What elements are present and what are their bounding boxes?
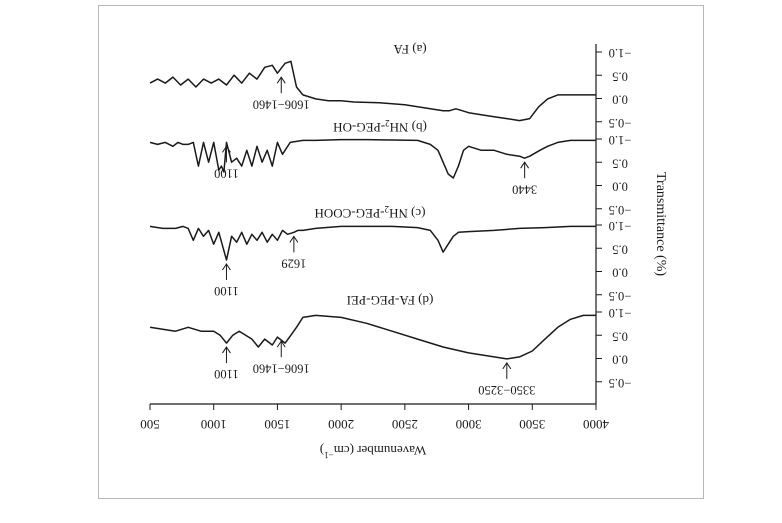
y-tick-label: 0.0: [612, 93, 628, 107]
y-tick-label: 0.5: [612, 156, 628, 170]
annotation-arrowhead: [502, 361, 512, 370]
annotation-arrowhead: [276, 340, 286, 348]
annotation-arrowhead: [520, 161, 530, 169]
annotation-label: 1100: [214, 367, 239, 381]
y-tick-label: −1.0: [609, 219, 632, 233]
annotation-label: 1606−1460: [253, 97, 310, 111]
x-tick-label: 3500: [519, 417, 545, 432]
annotation-label: 1100: [214, 284, 239, 298]
annotation-label: 1629: [281, 256, 306, 270]
figure-frame: [98, 5, 704, 499]
annotation-arrowhead: [276, 76, 286, 84]
x-axis-label: Wavenumber (cm−1): [320, 443, 426, 460]
series-line: [149, 314, 596, 360]
y-tick-label: −0.5: [609, 376, 632, 390]
x-tick-label: 1000: [201, 417, 227, 432]
x-tick-label: 2500: [392, 417, 418, 432]
y-tick-label: 0.5: [612, 242, 628, 256]
y-tick-label: −1.0: [609, 133, 632, 147]
y-tick-label: 0.5: [612, 69, 628, 83]
series-line: [149, 138, 596, 179]
y-tick-label: 0.0: [612, 266, 628, 280]
y-tick-label: 0.0: [612, 180, 628, 194]
y-tick-label: −0.5: [609, 289, 632, 303]
y-tick-label: 0.0: [612, 353, 628, 367]
series-name: (d) FA-PEG-PEI: [347, 293, 434, 308]
annotation-arrowhead: [222, 145, 231, 153]
y-tick-label: −0.5: [609, 116, 632, 130]
series-line: [149, 60, 596, 122]
series-name: (c) NH2-PEG-COOH: [314, 204, 425, 221]
x-tick-label: 3000: [456, 417, 482, 432]
y-axis-label: Transmittance (%): [653, 172, 668, 276]
y-tick-label: 0.5: [612, 329, 628, 343]
annotation-label: 3440: [512, 182, 537, 196]
x-tick-label: 1500: [264, 417, 290, 432]
annotation-arrowhead: [222, 263, 231, 271]
y-tick-label: −0.5: [609, 203, 632, 217]
series-name: (b) NH2-PEG-OH: [333, 118, 427, 135]
annotation-arrowhead: [289, 235, 299, 243]
x-tick-label: 2000: [328, 417, 354, 432]
annotation-arrowhead: [222, 346, 231, 354]
x-tick-label: 4000: [583, 417, 609, 432]
annotation-label: 1606−1460: [253, 361, 310, 375]
annotation-label: 3350−3250: [478, 383, 535, 397]
series-name: (a) FA: [393, 42, 427, 57]
series-line: [149, 225, 596, 261]
annotation-label: 1100: [214, 167, 239, 181]
y-tick-label: −1.0: [609, 306, 632, 320]
y-tick-label: −1.0: [609, 46, 632, 60]
x-tick-label: 500: [140, 417, 160, 432]
